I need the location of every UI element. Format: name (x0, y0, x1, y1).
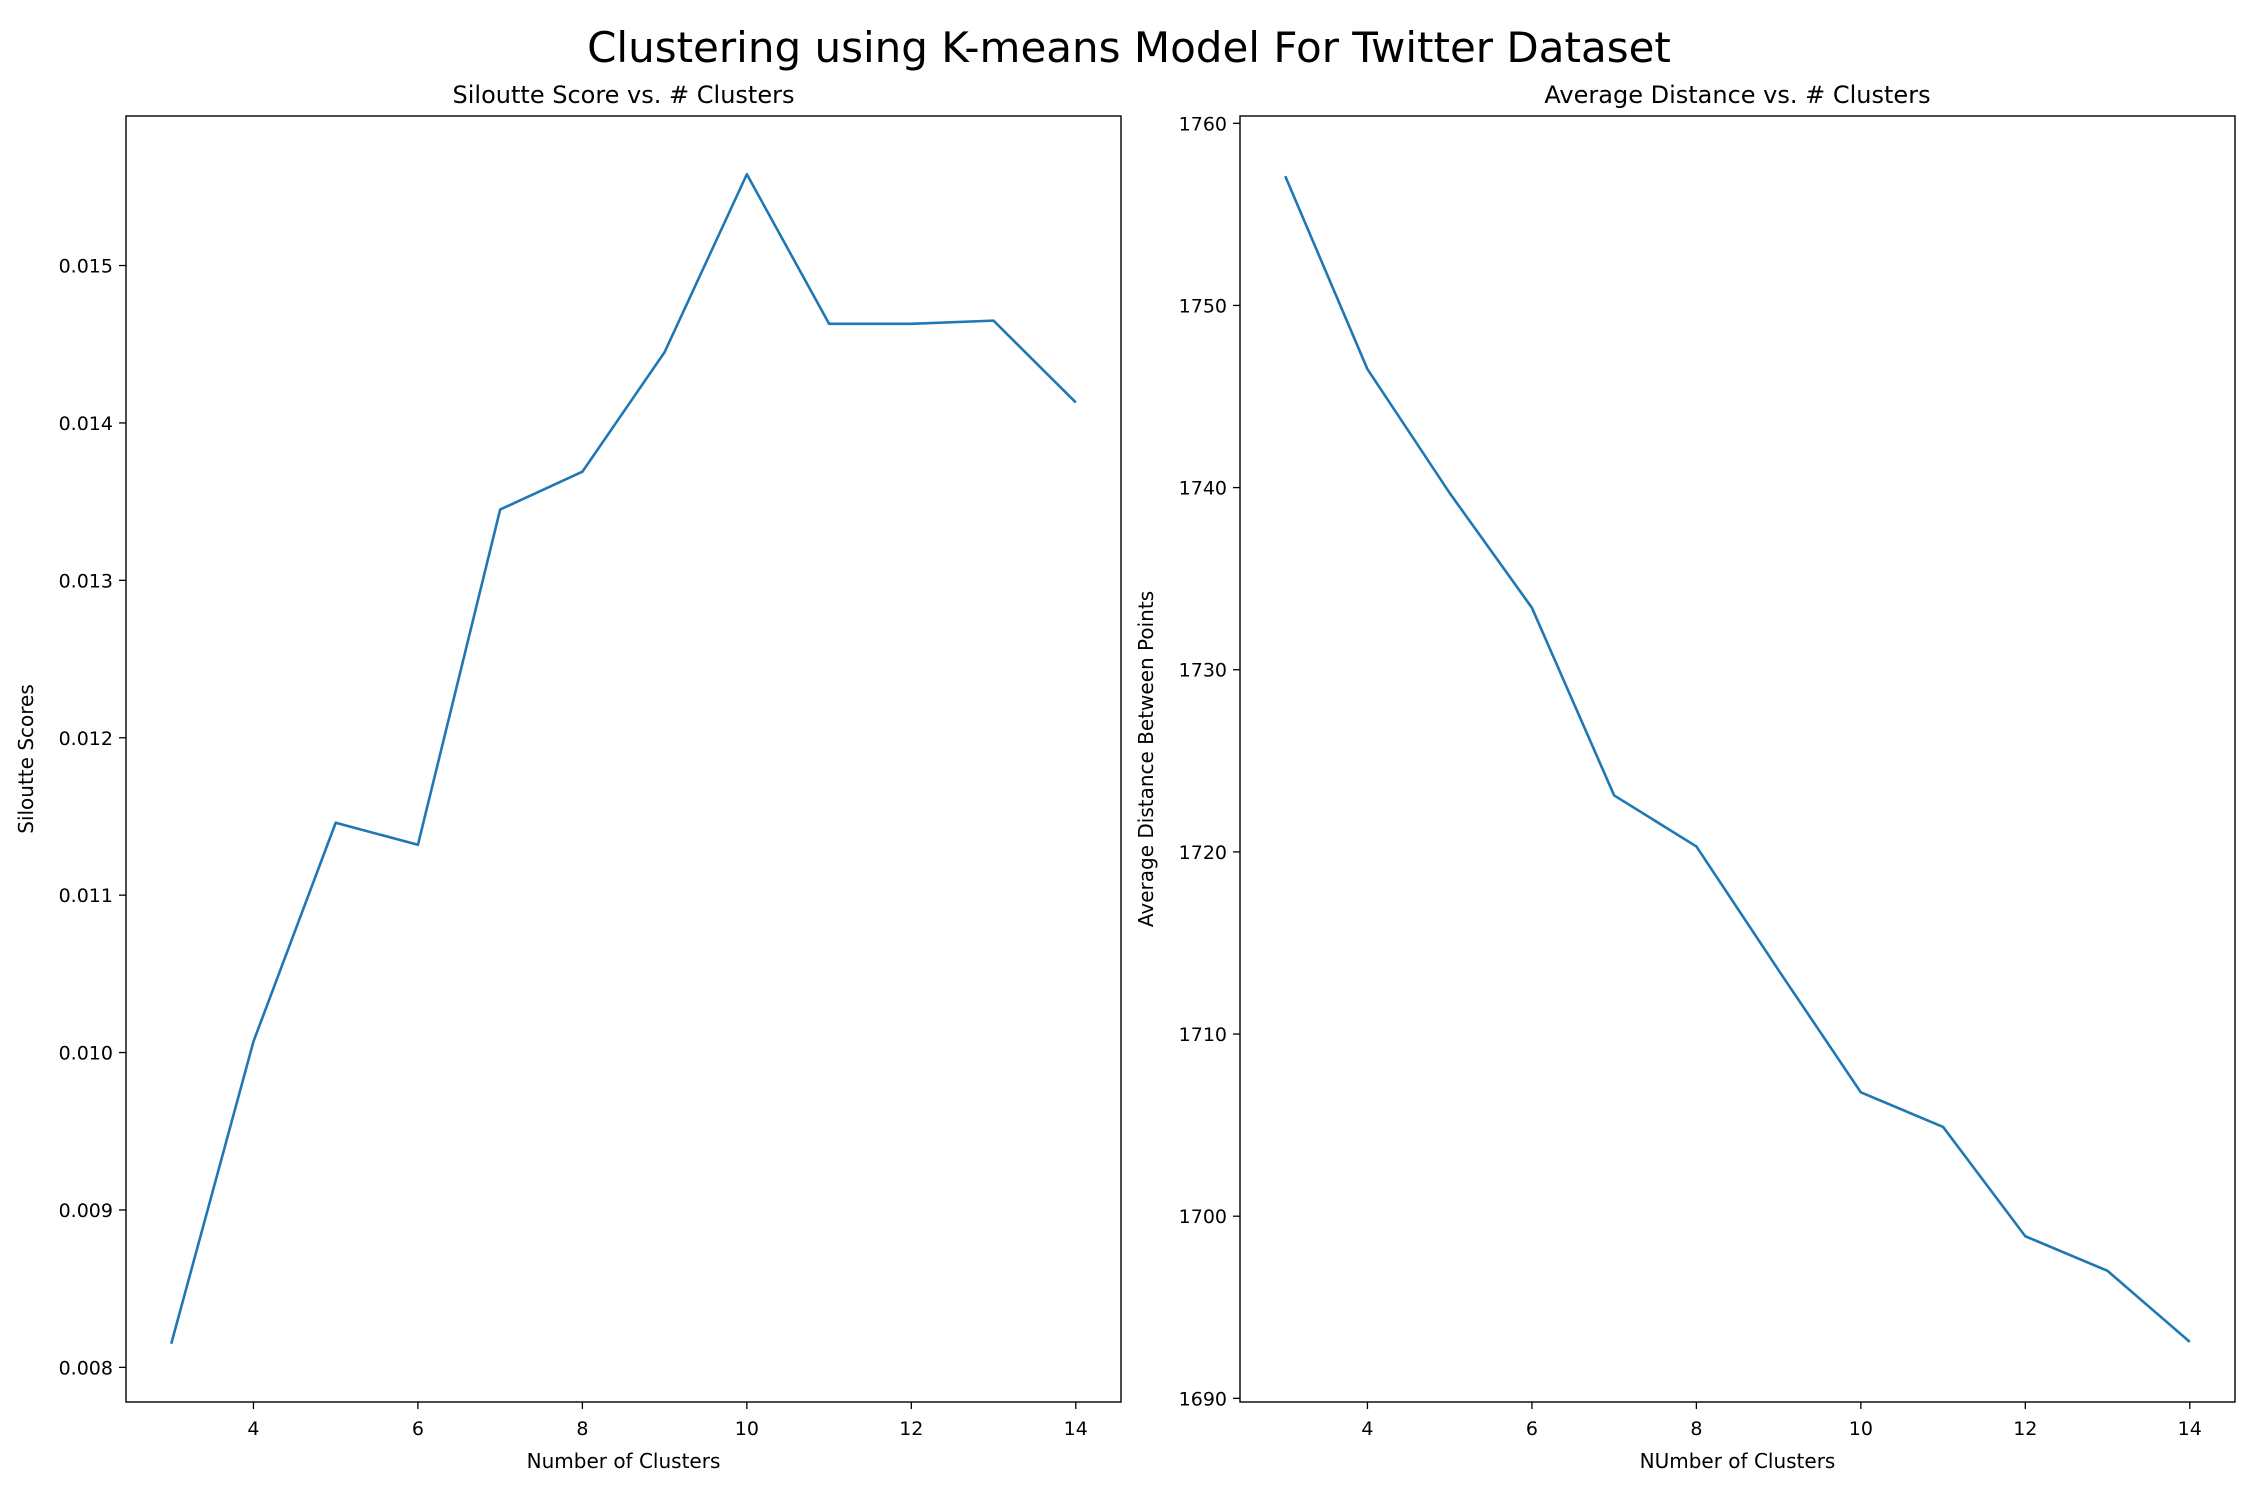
data-point (417, 844, 419, 846)
data-point (1613, 794, 1615, 796)
data-point (2189, 1341, 2191, 1343)
x-tick-label: 8 (1690, 1418, 1702, 1440)
data-point (1366, 368, 1368, 370)
data-point (1695, 845, 1697, 847)
plot-frame (125, 115, 1122, 1403)
average-distance-chart: Average Distance vs. # Clusters 4 6 8 10 12 14… (1134, 81, 2236, 1473)
x-tick-label: 8 (576, 1418, 588, 1440)
x-tick-label: 12 (899, 1418, 923, 1440)
data-point (1942, 1126, 1944, 1128)
y-tick-label: 1740 (1179, 478, 1227, 500)
figure-suptitle: Clustering using K-means Model For Twitt… (587, 23, 1671, 72)
data-point (992, 319, 994, 321)
data-point (746, 173, 748, 175)
data-point (1777, 969, 1779, 971)
chart-title: Siloutte Score vs. # Clusters (453, 81, 795, 109)
y-tick-label: 0.013 (59, 570, 113, 592)
data-point (581, 471, 583, 473)
data-point (1860, 1091, 1862, 1093)
y-tick-label: 0.015 (59, 256, 113, 278)
y-tick-label: 1720 (1179, 842, 1227, 864)
y-tick-label: 1710 (1179, 1024, 1227, 1046)
y-tick-label: 0.010 (59, 1043, 113, 1065)
y-axis-label: Siloutte Scores (14, 684, 38, 834)
data-point (1448, 492, 1450, 494)
x-tick-label: 4 (247, 1418, 259, 1440)
data-point (828, 323, 830, 325)
data-point (1531, 607, 1533, 609)
data-point (499, 508, 501, 510)
series-line (1284, 175, 2191, 1343)
data-point (2106, 1270, 2108, 1272)
y-tick-label: 0.011 (59, 885, 113, 907)
data-point (334, 822, 336, 824)
y-tick-label: 1690 (1179, 1388, 1227, 1410)
x-axis-label: NUmber of Clusters (1640, 1449, 1836, 1473)
plot-frame (1239, 115, 2236, 1403)
data-point (910, 323, 912, 325)
data-point (1075, 401, 1077, 403)
y-tick-label: 1760 (1179, 113, 1227, 135)
x-tick-label: 4 (1361, 1418, 1373, 1440)
x-tick-label: 6 (1526, 1418, 1538, 1440)
x-tick-label: 14 (1064, 1418, 1088, 1440)
y-tick-label: 1700 (1179, 1206, 1227, 1228)
data-point (663, 351, 665, 353)
chart-title: Average Distance vs. # Clusters (1544, 81, 1930, 109)
x-tick-label: 10 (1849, 1418, 1873, 1440)
x-axis-label: Number of Clusters (527, 1449, 721, 1473)
data-point (252, 1040, 254, 1042)
y-tick-label: 1750 (1179, 295, 1227, 317)
data-point (1284, 175, 1286, 177)
y-tick-label: 0.014 (59, 413, 113, 435)
y-tick-label: 0.012 (59, 728, 113, 750)
data-point (170, 1343, 172, 1345)
x-tick-label: 12 (2013, 1418, 2037, 1440)
x-tick-label: 10 (735, 1418, 759, 1440)
x-tick-label: 14 (2178, 1418, 2202, 1440)
silhouette-chart: Siloutte Score vs. # Clusters 4 6 8 10 12 14 0.… (14, 81, 1122, 1473)
x-tick-label: 6 (412, 1418, 424, 1440)
data-point (2024, 1235, 2026, 1237)
y-tick-label: 1730 (1179, 660, 1227, 682)
series-line (169, 172, 1077, 1345)
y-tick-label: 0.009 (59, 1200, 113, 1222)
y-axis-label: Average Distance Between Points (1134, 591, 1158, 927)
y-tick-label: 0.008 (59, 1357, 113, 1379)
